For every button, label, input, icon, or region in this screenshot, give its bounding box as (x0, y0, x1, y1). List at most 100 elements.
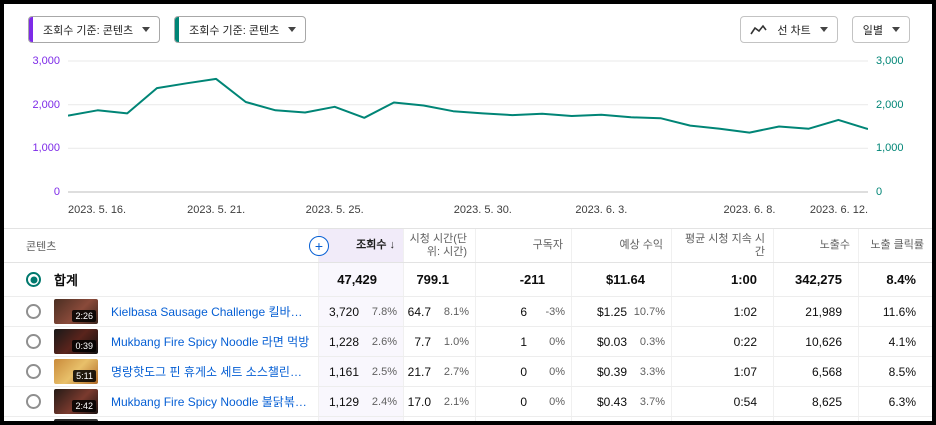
x-tick-label: 2023. 5. 25. (305, 204, 364, 216)
x-tick-label: 2023. 6. 3. (575, 204, 628, 216)
interval-selector[interactable]: 일별 (851, 16, 910, 43)
views-value: 1,228 (328, 334, 359, 349)
column-header-avg-duration[interactable]: 평균 시청 지속 시간 (671, 229, 773, 262)
video-title-link[interactable]: Mukbang Fire Spicy Noodle 라면 먹방 (111, 335, 310, 349)
impressions-value: 21,989 (773, 297, 858, 326)
total-subscribers: -211 (475, 263, 571, 296)
revenue-pct: 3.3% (639, 365, 665, 378)
total-revenue: $11.64 (571, 263, 671, 296)
chevron-down-icon (892, 27, 900, 32)
total-avg-duration: 1:00 (671, 263, 773, 296)
subscribers-pct: 0% (549, 395, 565, 408)
y-axis-right: 0 1,000 2,000 3,000 (868, 55, 914, 198)
x-tick-label: 2023. 6. 12. (809, 204, 868, 216)
column-header-watch-time[interactable]: 시청 시간(단위: 시간) (403, 229, 475, 262)
avg-duration-value: 0:22 (671, 327, 773, 356)
metric-picker-1[interactable]: 조회수 기준: 콘텐츠 (28, 16, 161, 43)
revenue-value: $0.03 (596, 334, 627, 349)
y-tick-label: 0 (876, 186, 883, 198)
video-thumbnail[interactable]: 5:11 (54, 359, 98, 384)
revenue-value: $0.43 (596, 394, 627, 409)
views-value: 1,161 (328, 364, 359, 379)
radio-row[interactable] (26, 334, 41, 349)
impressions-value: 6,568 (773, 357, 858, 386)
ctr-value: 4.1% (858, 327, 932, 356)
y-tick-label: 2,000 (876, 98, 904, 111)
video-thumbnail[interactable] (54, 419, 98, 421)
watch-time-pct: 2.1% (443, 395, 469, 408)
impressions-value: 8,625 (773, 387, 858, 416)
radio-row[interactable] (26, 364, 41, 379)
table-row-total[interactable]: 합계 47,429 799.1 -211 $11.64 1:00 342,275… (4, 263, 932, 297)
table-row[interactable]: 5:11 명랑핫도그 핀 휴게소 세트 소스챌린지 먹방 Korean Str.… (4, 357, 932, 387)
subscribers-pct: 0% (549, 365, 565, 378)
table-row[interactable]: 0:39 Mukbang Fire Spicy Noodle 라면 먹방 1,2… (4, 327, 932, 357)
views-pct: 7.8% (371, 305, 397, 318)
table-row[interactable]: 2:42 Mukbang Fire Spicy Noodle 불닭볶음면 먹방 … (4, 387, 932, 417)
views-line-chart: 0 1,000 2,000 3,000 0 1,000 2,000 3,000 2023. … (22, 54, 914, 219)
duration-badge: 2:26 (72, 310, 96, 322)
y-tick-label: 2,000 (32, 98, 60, 111)
subscribers-pct: 0% (549, 335, 565, 348)
ctr-value: 6.3% (858, 387, 932, 416)
watch-time-value: 64.7 (407, 304, 431, 319)
revenue-pct: 10.7% (633, 305, 665, 318)
ctr-value: 11.6% (858, 297, 932, 326)
table-row-partial[interactable] (4, 417, 932, 421)
impressions-value: 10,626 (773, 327, 858, 356)
column-header-ctr[interactable]: 노출 클릭률 (858, 229, 932, 262)
subscribers-pct: -3% (545, 305, 565, 318)
chart-type-label: 선 차트 (777, 24, 811, 37)
video-thumbnail[interactable]: 2:42 (54, 389, 98, 414)
avg-duration-value: 1:07 (671, 357, 773, 386)
views-pct: 2.6% (371, 335, 397, 348)
subscribers-value: 6 (520, 304, 527, 319)
duration-badge: 5:11 (73, 370, 96, 382)
avg-duration-value: 0:54 (671, 387, 773, 416)
duration-badge: 0:39 (72, 340, 96, 352)
toolbar: 조회수 기준: 콘텐츠 조회수 기준: 콘텐츠 선 차트 일별 (4, 4, 932, 43)
duration-badge: 2:42 (72, 400, 96, 412)
column-header-views[interactable]: 조회수 ↓ (318, 229, 403, 262)
video-thumbnail[interactable]: 2:26 (54, 299, 98, 324)
watch-time-pct: 1.0% (443, 335, 469, 348)
video-title-link[interactable]: 명랑핫도그 핀 휴게소 세트 소스챌린지 먹방 Korean Str... (111, 365, 318, 379)
metric-picker-2[interactable]: 조회수 기준: 콘텐츠 (174, 16, 307, 43)
x-tick-label: 2023. 6. 8. (723, 204, 776, 216)
avg-duration-value: 1:02 (671, 297, 773, 326)
plus-icon: + (314, 237, 324, 254)
video-title-link[interactable]: Kielbasa Sausage Challenge 킬바사 소시지 챌린지 L… (111, 305, 318, 319)
column-header-revenue[interactable]: 예상 수익 (571, 229, 671, 262)
table-row[interactable]: 2:26 Kielbasa Sausage Challenge 킬바사 소시지 … (4, 297, 932, 327)
radio-total-row[interactable] (26, 272, 41, 287)
total-views: 47,429 (318, 263, 403, 296)
interval-label: 일별 (862, 24, 883, 37)
add-metric-button[interactable]: + (309, 235, 329, 256)
y-tick-label: 0 (53, 186, 60, 198)
subscribers-value: 0 (520, 364, 527, 379)
metric1-color-indicator (29, 17, 33, 42)
column-header-label: 콘텐츠 (26, 240, 57, 253)
radio-row[interactable] (26, 304, 41, 319)
line-chart-svg[interactable] (68, 57, 868, 197)
chart-plot-area[interactable] (68, 57, 868, 197)
views-value: 3,720 (328, 304, 359, 319)
video-title-link[interactable]: Mukbang Fire Spicy Noodle 불닭볶음면 먹방 주먹밥 아… (111, 395, 318, 409)
y-tick-label: 1,000 (876, 142, 904, 155)
y-tick-label: 3,000 (32, 54, 60, 67)
content-metrics-table: 콘텐츠 + 조회수 ↓ 시청 시간(단위: 시간) 구독자 예상 수익 평균 시… (4, 228, 932, 421)
radio-row[interactable] (26, 394, 41, 409)
chart-type-selector[interactable]: 선 차트 (740, 16, 838, 43)
column-header-content[interactable]: 콘텐츠 + (4, 229, 329, 262)
views-pct: 2.5% (371, 365, 397, 378)
revenue-value: $1.25 (596, 304, 627, 319)
column-header-impressions[interactable]: 노출수 (773, 229, 858, 262)
total-ctr: 8.4% (858, 263, 932, 296)
subscribers-value: 0 (520, 394, 527, 409)
y-axis-left: 0 1,000 2,000 3,000 (22, 54, 68, 198)
video-thumbnail[interactable]: 0:39 (54, 329, 98, 354)
metric-picker-label: 조회수 기준: 콘텐츠 (43, 24, 134, 37)
line-chart-icon (750, 24, 767, 36)
ctr-value: 8.5% (858, 357, 932, 386)
column-header-subscribers[interactable]: 구독자 (475, 229, 571, 262)
